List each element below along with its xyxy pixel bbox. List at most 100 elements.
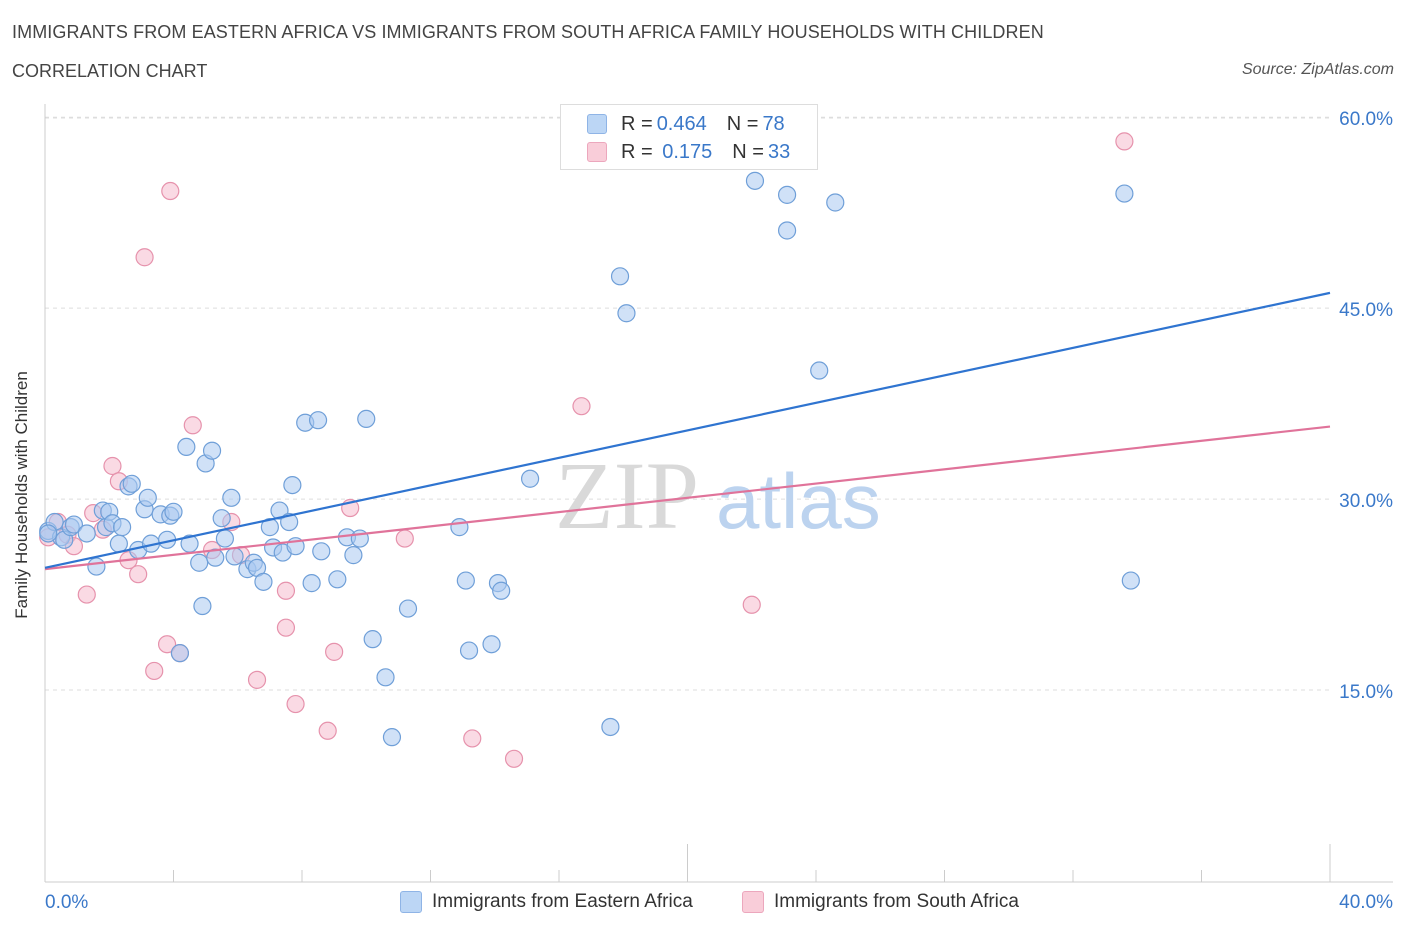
trend-lines	[44, 291, 1331, 571]
n-value: 33	[767, 140, 791, 163]
gridlines	[45, 116, 1330, 691]
r-value: 0.464	[656, 112, 707, 135]
r-label: R =	[621, 140, 653, 163]
data-point-eastern-africa	[302, 574, 321, 593]
chart-title: IMMIGRANTS FROM EASTERN AFRICA VS IMMIGR…	[12, 22, 1044, 42]
data-point-south-africa	[742, 595, 761, 614]
data-point-south-africa	[286, 694, 305, 714]
x-tick-label: 40.0%	[1339, 892, 1393, 913]
data-point-south-africa	[183, 416, 202, 435]
data-point-eastern-africa	[344, 546, 363, 565]
data-point-eastern-africa	[810, 361, 829, 380]
legend-swatch-pink	[587, 142, 607, 162]
legend-item-south-africa: Immigrants from South Africa	[742, 888, 1019, 916]
data-point-south-africa	[103, 456, 122, 476]
watermark-atlas: atlas	[716, 457, 881, 545]
data-point-south-africa	[276, 581, 296, 600]
data-point-south-africa	[395, 529, 414, 548]
data-point-eastern-africa	[77, 524, 96, 543]
data-point-south-africa	[247, 670, 267, 689]
data-point-south-africa	[129, 565, 148, 584]
n-label: N =	[726, 112, 759, 135]
source-credit: Source: ZipAtlas.com	[1241, 61, 1394, 78]
correlation-legend: R = 0.464 N = 78 R = 0.175 N = 33	[560, 104, 818, 170]
data-point-eastern-africa	[492, 581, 511, 600]
data-point-eastern-africa	[328, 570, 347, 589]
data-point-eastern-africa	[280, 512, 299, 532]
data-point-eastern-africa	[109, 534, 128, 553]
data-point-eastern-africa	[450, 518, 469, 537]
data-point-eastern-africa	[382, 728, 402, 747]
data-point-eastern-africa	[122, 474, 141, 493]
axes	[44, 104, 1393, 883]
data-point-eastern-africa	[745, 171, 765, 190]
data-point-eastern-africa	[283, 475, 302, 495]
trend-line-eastern-africa	[44, 291, 1331, 569]
n-value: 78	[762, 112, 785, 135]
r-value: 0.175	[656, 140, 713, 163]
data-point-eastern-africa	[601, 717, 620, 737]
data-point-south-africa	[145, 661, 164, 681]
legend-swatch-blue	[400, 891, 422, 913]
legend-label: Immigrants from Eastern Africa	[432, 891, 693, 912]
data-point-south-africa	[77, 585, 96, 604]
data-point-south-africa	[1115, 132, 1134, 151]
data-point-south-africa	[572, 397, 591, 416]
data-point-eastern-africa	[1121, 571, 1140, 590]
data-point-south-africa	[157, 635, 177, 654]
legend-row-eastern-africa: R = 0.464 N = 78	[587, 112, 785, 136]
data-point-south-africa	[135, 248, 154, 267]
data-point-eastern-africa	[215, 529, 234, 548]
legend-row-south-africa: R = 0.175 N = 33	[587, 140, 790, 164]
south-africa-points	[39, 132, 1134, 768]
data-point-eastern-africa	[87, 557, 106, 576]
y-tick-label: 60.0%	[1339, 109, 1393, 130]
n-label: N =	[732, 140, 764, 163]
data-point-eastern-africa	[777, 221, 797, 240]
data-point-south-africa	[504, 749, 524, 768]
data-point-eastern-africa	[617, 304, 636, 323]
watermark-zip: ZIP	[555, 442, 699, 549]
data-point-south-africa	[318, 721, 337, 740]
y-tick-label: 15.0%	[1339, 682, 1393, 703]
y-tick-label: 30.0%	[1339, 491, 1393, 512]
data-point-eastern-africa	[376, 668, 395, 687]
data-point-eastern-africa	[357, 409, 376, 429]
data-point-eastern-africa	[138, 488, 157, 507]
data-point-eastern-africa	[222, 488, 241, 507]
eastern-africa-points	[39, 171, 1140, 747]
watermark: ZIP atlas	[555, 442, 881, 549]
data-point-eastern-africa	[610, 267, 630, 286]
data-point-eastern-africa	[363, 630, 382, 649]
legend-item-eastern-africa: Immigrants from Eastern Africa	[400, 888, 693, 916]
tick-labels: 15.0% 30.0% 45.0% 60.0% 0.0% 40.0%	[45, 109, 1393, 913]
data-point-eastern-africa	[520, 469, 540, 488]
data-point-south-africa	[463, 729, 482, 748]
data-point-eastern-africa	[112, 518, 132, 537]
legend-swatch-pink	[742, 891, 764, 913]
chart-subtitle: CORRELATION CHART	[12, 61, 208, 81]
trend-line-south-africa	[44, 425, 1331, 571]
data-point-eastern-africa	[456, 571, 475, 590]
data-point-eastern-africa	[312, 542, 331, 561]
data-point-eastern-africa	[1115, 184, 1134, 203]
data-point-south-africa	[276, 618, 296, 637]
data-point-eastern-africa	[39, 524, 58, 543]
data-point-eastern-africa	[193, 596, 212, 616]
data-point-eastern-africa	[177, 437, 196, 457]
y-tick-label: 45.0%	[1339, 300, 1393, 321]
data-point-eastern-africa	[212, 509, 231, 528]
data-point-eastern-africa	[190, 553, 209, 572]
data-point-south-africa	[325, 642, 344, 661]
data-point-eastern-africa	[164, 502, 183, 521]
data-point-eastern-africa	[482, 635, 501, 654]
data-point-eastern-africa	[254, 572, 273, 591]
data-point-south-africa	[161, 181, 180, 201]
data-point-eastern-africa	[308, 411, 328, 430]
data-point-eastern-africa	[202, 441, 222, 460]
data-point-eastern-africa	[64, 515, 84, 534]
data-point-eastern-africa	[398, 599, 418, 618]
data-point-eastern-africa	[225, 547, 244, 566]
legend-swatch-blue	[587, 114, 607, 134]
